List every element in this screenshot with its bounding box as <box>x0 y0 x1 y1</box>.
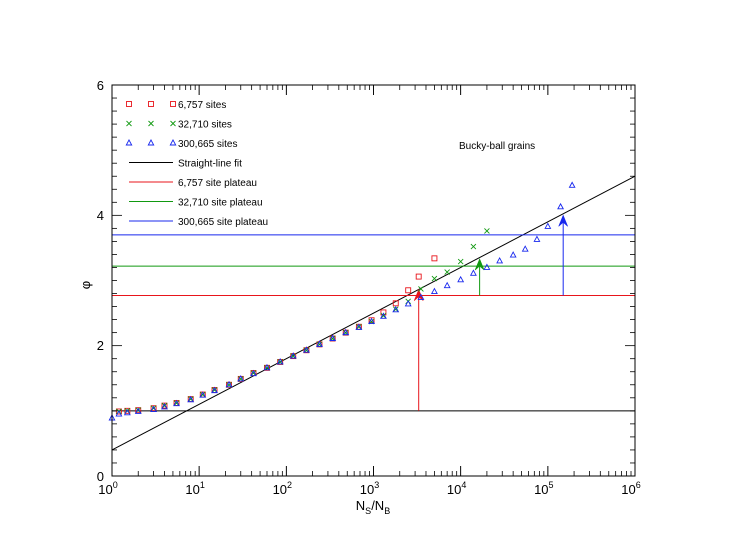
series-0-point <box>124 407 131 414</box>
series-1-point <box>470 243 477 250</box>
legend-label: 32,710 site plateau <box>178 198 263 209</box>
legend-marker <box>170 101 176 107</box>
y-tick-label: 0 <box>97 469 104 484</box>
series-2-point <box>211 386 218 394</box>
series-2-point <box>115 410 123 417</box>
series-1-point <box>444 269 450 275</box>
series-1-point <box>431 275 438 282</box>
series-1-point <box>418 286 424 292</box>
series-2-point <box>123 408 131 416</box>
y-tick-label: 4 <box>97 208 104 223</box>
line-0 <box>111 175 636 451</box>
series-2-point <box>150 405 158 412</box>
series-1-point <box>457 258 464 265</box>
series-2-point <box>544 222 552 229</box>
legend-label: 32,710 sites <box>178 120 232 131</box>
y-axis-label: φ <box>78 281 93 289</box>
series-0-point <box>431 255 438 262</box>
y-tick-label: 6 <box>97 78 104 93</box>
x-tick-label: 105 <box>534 480 553 497</box>
x-tick-label: 100 <box>98 480 117 497</box>
series-2-point <box>568 181 576 188</box>
series-0-point <box>115 408 122 415</box>
series-2-point <box>302 346 310 353</box>
x-axis-label: NS/NB <box>356 498 390 516</box>
series-2-point <box>289 352 297 359</box>
x-tick-label: 101 <box>185 480 204 497</box>
axis-ticks <box>111 84 636 477</box>
series-2-point <box>316 340 323 347</box>
series-2-point <box>250 369 257 377</box>
series-2-point <box>263 363 271 371</box>
series-2-point <box>199 391 207 398</box>
legend-marker <box>126 101 132 107</box>
series-2-point <box>509 251 517 258</box>
x-tick-label: 103 <box>360 480 379 497</box>
series-2-point <box>187 395 195 403</box>
plateau-arrows <box>413 214 568 411</box>
series-2-point <box>355 323 363 330</box>
chart-annotation: Bucky-ball grains <box>459 141 535 152</box>
legend-label: 6,757 sites <box>178 100 226 111</box>
series-2-point <box>557 202 565 210</box>
series-2-point <box>329 334 337 341</box>
legend-label: 300,665 site plateau <box>178 217 268 228</box>
series-0-point <box>392 300 399 307</box>
y-tick-labels: 0 2 4 6 <box>97 78 104 484</box>
legend-label: Straight-line fit <box>178 159 242 170</box>
series-2-point <box>276 358 284 365</box>
legend-label: 6,757 site plateau <box>178 178 257 189</box>
series-1-point <box>484 228 490 234</box>
legend-marker <box>147 139 155 146</box>
arrow-head-0 <box>413 288 424 301</box>
legend-label: 300,665 sites <box>178 139 238 150</box>
series-2-point <box>533 235 541 242</box>
series-2-point <box>483 263 491 270</box>
legend: 6,757 sites 32,710 sites 300,665 sites Stra… <box>125 100 268 228</box>
legend-marker <box>148 101 154 107</box>
series-0-point <box>405 287 412 294</box>
series-2-point <box>225 380 233 388</box>
series-0-point <box>415 273 422 280</box>
series-0-point <box>380 309 387 316</box>
legend-marker <box>125 139 133 146</box>
series-2-point <box>173 399 180 407</box>
data-points <box>108 181 576 421</box>
series-2-point <box>404 300 412 307</box>
y-tick-label: 2 <box>97 338 104 353</box>
series-2-point <box>521 245 529 252</box>
series-2-point <box>430 287 438 295</box>
series-2-point <box>368 317 376 325</box>
series-2-point <box>134 407 142 414</box>
series-2-point <box>496 257 504 264</box>
series-2-point <box>237 374 245 382</box>
arrow-head-2 <box>558 214 568 227</box>
series-2-point <box>417 293 425 300</box>
series-2-point <box>457 275 465 283</box>
legend-marker <box>170 120 176 127</box>
legend-marker <box>169 139 177 146</box>
series-2-point <box>161 402 168 410</box>
series-2-point <box>392 305 400 313</box>
x-tick-labels: 100 101 102 103 104 105 106 <box>98 480 640 497</box>
x-tick-label: 104 <box>447 480 466 497</box>
series-2-point <box>342 328 350 336</box>
x-tick-label: 102 <box>273 480 292 497</box>
x-tick-label: 106 <box>621 480 640 497</box>
arrow-head-1 <box>474 258 485 271</box>
legend-marker <box>126 120 132 127</box>
series-2-point <box>469 269 477 276</box>
reference-lines <box>111 175 636 451</box>
series-2-point <box>379 312 387 319</box>
series-2-point <box>443 281 451 289</box>
legend-marker <box>148 120 154 127</box>
